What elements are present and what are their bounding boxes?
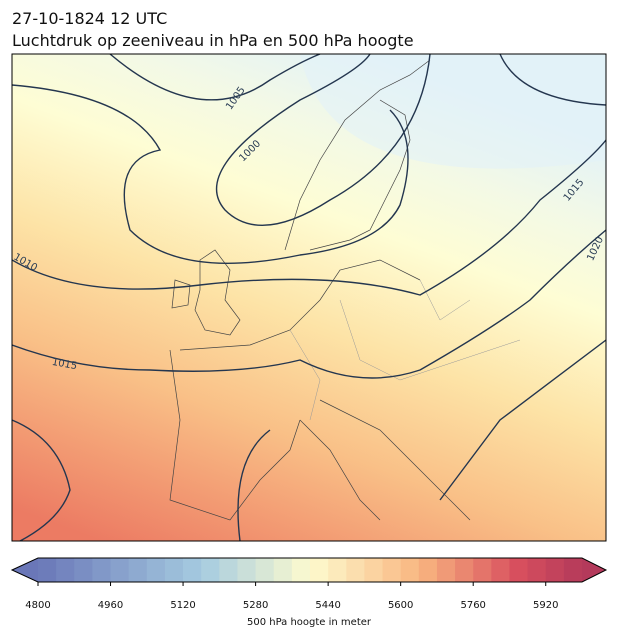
colorbar-segment <box>473 558 492 582</box>
isobar <box>12 139 606 296</box>
colorbar-tick-label: 5760 <box>460 600 485 611</box>
height-band <box>300 54 606 169</box>
colorbar-segment <box>328 558 347 582</box>
colorbar-tick-label: 5600 <box>388 600 413 611</box>
coastline <box>169 259 471 521</box>
colorbar-label: 500 hPa hoogte in meter <box>247 617 372 628</box>
colorbar-segment <box>219 558 238 582</box>
colorbar-segment <box>273 558 293 582</box>
colorbar-segment <box>237 558 257 582</box>
border <box>289 279 521 421</box>
map <box>12 54 606 541</box>
colorbar-segment <box>509 558 529 582</box>
colorbar-segment <box>491 558 510 582</box>
colorbar-segment <box>110 558 130 582</box>
colorbar-segment <box>183 558 202 582</box>
colorbar-segment <box>545 558 565 582</box>
colorbar-tick-label: 5440 <box>315 600 340 611</box>
colorbar-segment <box>74 558 93 582</box>
colorbar-segment <box>436 558 456 582</box>
colorbar-tick-label: 5920 <box>533 600 558 611</box>
title: 27-10-1824 12 UTC <box>12 9 167 28</box>
isobar <box>12 229 606 501</box>
contour-label: 1015 <box>51 357 78 372</box>
isobar <box>12 54 606 264</box>
colorbar-segment <box>310 558 329 582</box>
colorbar-segment <box>364 558 384 582</box>
colorbar-extend <box>12 558 38 582</box>
colorbar-tick-label: 4960 <box>98 600 123 611</box>
colorbar-segment <box>418 558 438 582</box>
map-frame <box>11 53 607 542</box>
colorbar-segment <box>400 558 420 582</box>
colorbar-segment <box>38 558 57 582</box>
colorbar-tick-label: 4800 <box>25 600 50 611</box>
colorbar-segment <box>255 558 275 582</box>
colorbar-segment <box>128 558 148 582</box>
isobar <box>12 419 271 541</box>
colorbar-segment <box>346 558 365 582</box>
colorbar-extend <box>582 558 606 582</box>
coastline <box>284 59 431 251</box>
colorbar-segment <box>527 558 547 582</box>
colorbar-segment <box>56 558 75 582</box>
colorbar-segment <box>146 558 166 582</box>
subtitle: Luchtdruk op zeeniveau in hPa en 500 hPa… <box>12 31 414 50</box>
colorbar-segment <box>563 558 583 582</box>
colorbar-segment <box>201 558 220 582</box>
colorbar-segment <box>164 558 184 582</box>
coastline <box>171 249 241 336</box>
colorbar-segment <box>92 558 112 582</box>
colorbar-tick-label: 5120 <box>170 600 195 611</box>
colorbar: 4800 4960 5120 5280 5440 5600 5760 5920 <box>10 557 608 611</box>
colorbar-segment <box>382 558 402 582</box>
colorbar-segment <box>455 558 474 582</box>
colorbar-segment <box>291 558 311 582</box>
isobar <box>109 54 431 226</box>
colorbar-tick-label: 5280 <box>243 600 268 611</box>
